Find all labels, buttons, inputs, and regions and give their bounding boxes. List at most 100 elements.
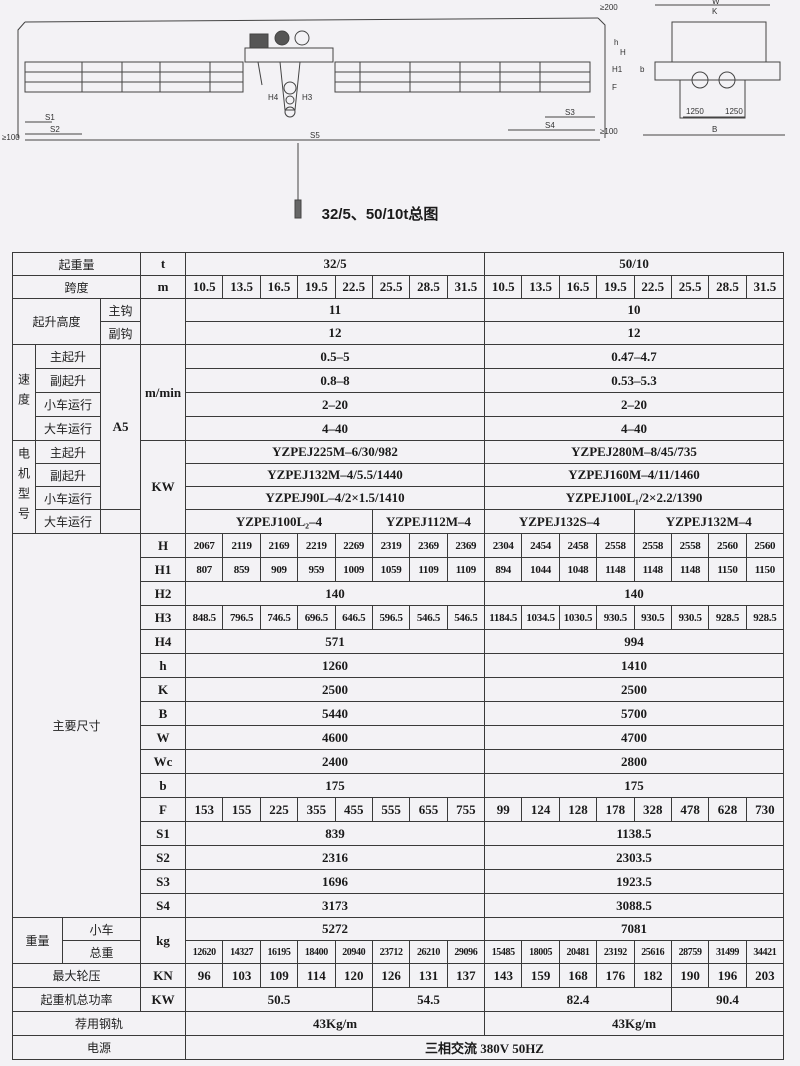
value-cell: 546.5: [446, 605, 486, 630]
value-cell: 10: [484, 298, 785, 322]
value-cell: YZPEJ225M–6/30/982: [185, 440, 486, 464]
unit-cell: H4: [140, 629, 187, 654]
unit-cell: S4: [140, 893, 187, 918]
value-cell: 2319: [371, 533, 411, 558]
aux-hoist-label: 副起升: [35, 368, 101, 393]
value-cell: 655: [409, 797, 448, 822]
value-cell: 196: [708, 963, 747, 988]
value-cell: 175: [484, 773, 785, 798]
table-row: K 2500 2500: [13, 677, 785, 702]
unit-cell: kg: [140, 917, 187, 964]
left-wall: [17, 21, 26, 138]
unit-cell: h: [140, 653, 187, 678]
lift-height-label: 起升高度: [12, 298, 101, 345]
dim-H: H: [620, 48, 626, 57]
value-cell: 19.5: [596, 275, 635, 299]
value-cell: 1109: [409, 557, 448, 582]
value-cell: 120: [334, 963, 373, 988]
value-cell: 11: [185, 298, 486, 322]
unit-cell: t: [140, 252, 187, 276]
value-cell: 4600: [185, 725, 486, 750]
value-cell: 2458: [558, 533, 598, 558]
value-cell: 10.5: [185, 275, 224, 299]
table-row: 起升高度 主钩 11 10: [12, 298, 785, 345]
value-cell: 155: [222, 797, 261, 822]
hook-block: [279, 61, 301, 111]
table-row: 重量 小车 kg 5272 7081: [12, 917, 785, 964]
unit-cell: m: [140, 275, 187, 299]
value-cell: 103: [222, 963, 261, 988]
value-cell: 1148: [633, 557, 672, 582]
value-cell: 930.5: [670, 605, 710, 630]
table-row: 速度 主起升 A5 m/min 0.5–5 0.47–4.7: [12, 344, 785, 510]
value-cell: 16.5: [259, 275, 299, 299]
trolley: [244, 47, 334, 63]
value-cell: 25616: [633, 940, 672, 964]
spec-table: 起重量 t 32/5 50/10 跨度 m 10.5 13.5 16.5 19.5 22.5 25.5…: [11, 252, 785, 1060]
value-cell: 328: [633, 797, 672, 822]
value-cell: 124: [521, 797, 560, 822]
value-cell: 16.5: [558, 275, 598, 299]
value-cell: 909: [259, 557, 299, 582]
value-cell: YZPEJ132M–4: [633, 509, 785, 534]
right-girder: [334, 61, 591, 93]
table-row: 起重量 t 32/5 50/10: [11, 252, 785, 276]
dim-h1: H1: [612, 65, 623, 74]
unit-cell: H3: [140, 605, 187, 630]
unit-cell: Wc: [140, 749, 187, 774]
value-cell: 1138.5: [484, 821, 785, 846]
value-cell: 7081: [484, 917, 785, 941]
value-cell: 128: [558, 797, 598, 822]
value-cell: 930.5: [633, 605, 672, 630]
unit-cell: [140, 298, 187, 345]
value-cell: YZPEJ112M–4: [371, 509, 486, 534]
speed-group-label: 速度: [12, 344, 36, 441]
value-cell: YZPEJ160M–4/11/1460: [484, 463, 785, 487]
value-cell: 82.4: [484, 987, 672, 1012]
value-cell: 2303.5: [484, 845, 785, 870]
value-cell: 2369: [409, 533, 448, 558]
value-cell: 571: [185, 629, 486, 654]
value-cell: YZPEJ132M–4/5.5/1440: [185, 463, 486, 487]
table-row: B 5440 5700: [13, 701, 785, 726]
value-cell: YZPEJ280M–8/45/735: [484, 440, 785, 464]
total-power-label: 起重机总功率: [11, 987, 142, 1012]
unit-cell: KW: [140, 987, 187, 1012]
table-row: b 175 175: [13, 773, 785, 798]
table-row: S1 839 1138.5: [13, 821, 785, 846]
value-cell: 43Kg/m: [185, 1011, 486, 1036]
dim-gauge-left: 1250: [686, 107, 704, 116]
dim-h4: H4: [268, 93, 279, 102]
table-row: 副钩 12 12: [13, 321, 785, 345]
unit-cell: H2: [140, 581, 187, 606]
value-cell: 628: [708, 797, 747, 822]
value-cell: 355: [297, 797, 336, 822]
dim-w: W: [712, 0, 720, 6]
value-cell: 1260: [185, 653, 486, 678]
dim-h3: H3: [302, 93, 313, 102]
unit-cell: KW: [140, 440, 187, 534]
value-cell: 203: [745, 963, 785, 988]
value-cell: 19.5: [297, 275, 336, 299]
value-cell: 5440: [185, 701, 486, 726]
value-cell: 25.5: [670, 275, 710, 299]
value-cell: 859: [222, 557, 261, 582]
table-row: Wc 2400 2800: [13, 749, 785, 774]
value-cell: 2500: [185, 677, 486, 702]
value-cell: 2304: [484, 533, 523, 558]
value-cell: 1109: [446, 557, 486, 582]
value-cell: 140: [185, 581, 486, 606]
value-cell: 32/5: [185, 252, 486, 276]
dim-min-right: ≥100: [600, 127, 618, 136]
value-cell: 96: [185, 963, 224, 988]
dim-B: B: [712, 125, 717, 134]
value-cell: 4700: [484, 725, 785, 750]
value-cell: 1410: [484, 653, 785, 678]
value-cell: 1923.5: [484, 869, 785, 894]
value-cell: 131: [409, 963, 448, 988]
dim-k: K: [712, 7, 718, 16]
value-cell: 34421: [745, 940, 785, 964]
value-cell: 29096: [446, 940, 486, 964]
unit-cell: W: [140, 725, 187, 750]
value-cell: 99: [484, 797, 523, 822]
